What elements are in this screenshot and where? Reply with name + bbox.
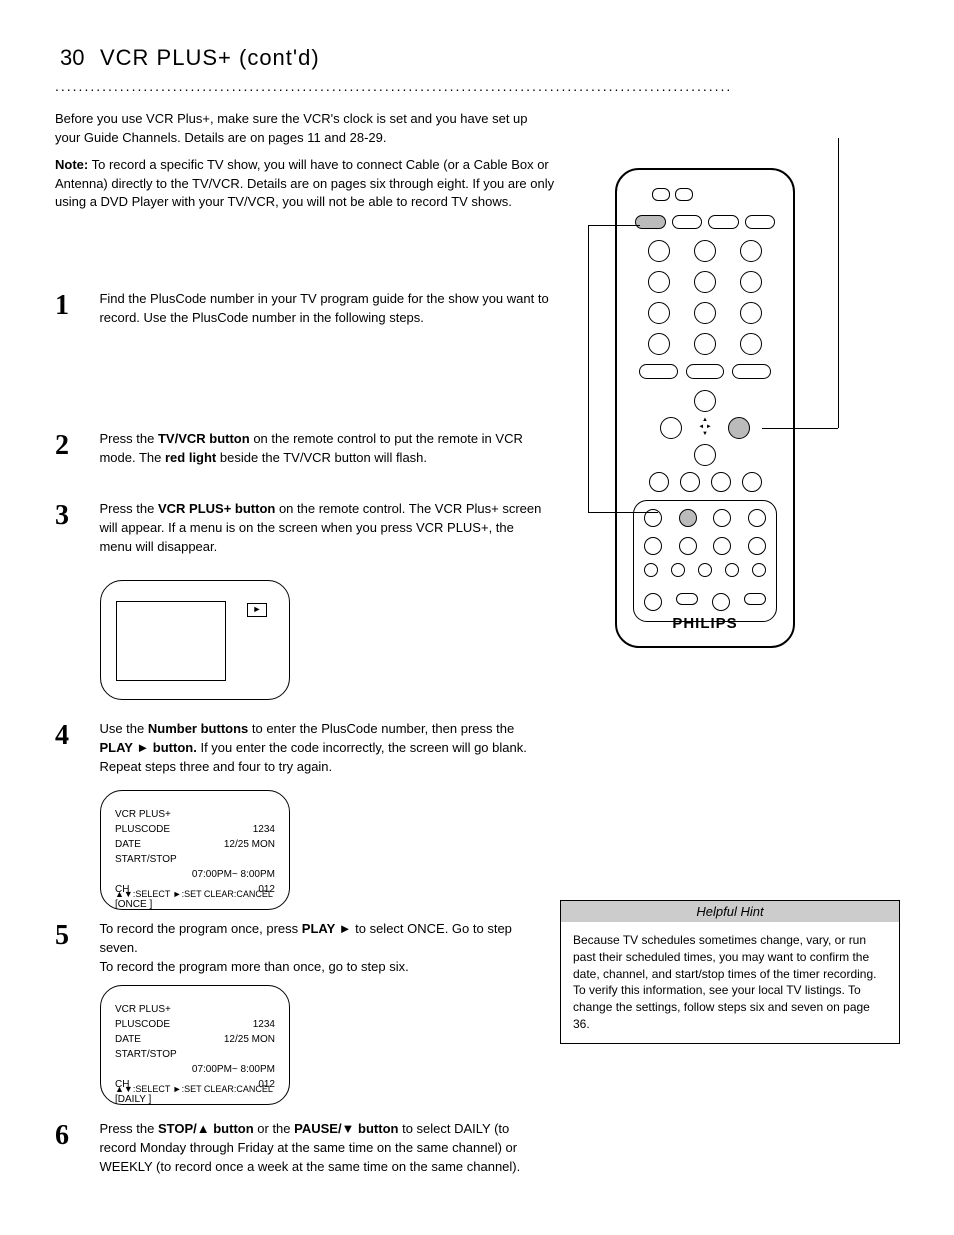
panel-oval bbox=[744, 593, 766, 605]
step-num-5: 5 bbox=[55, 920, 95, 952]
mode-oval bbox=[672, 215, 703, 229]
intro-p1: Before you use VCR Plus+, make sure the … bbox=[55, 110, 555, 148]
num-button bbox=[740, 271, 762, 293]
num-button bbox=[740, 240, 762, 262]
panel-button bbox=[748, 509, 766, 527]
mode-oval bbox=[708, 215, 739, 229]
screen-inner-box bbox=[116, 601, 226, 681]
page-number: 30 bbox=[60, 45, 84, 71]
panel-button bbox=[671, 563, 685, 577]
step-body-2: Press the TV/VCR button on the remote co… bbox=[99, 430, 549, 468]
num-button bbox=[694, 333, 716, 355]
screen-daily: VCR PLUS+ PLUSCODE1234 DATE12/25 MON STA… bbox=[100, 985, 290, 1105]
step-6: 6 Press the STOP/▲ button or the PAUSE/▼… bbox=[55, 1120, 555, 1177]
row-below-dpad bbox=[643, 472, 767, 492]
oval-button bbox=[732, 364, 771, 379]
leader-line bbox=[762, 428, 838, 429]
step-num-2: 2 bbox=[55, 430, 95, 462]
panel-button bbox=[752, 563, 766, 577]
oval-button bbox=[686, 364, 725, 379]
panel-button bbox=[698, 563, 712, 577]
num-button bbox=[648, 240, 670, 262]
num-button bbox=[694, 240, 716, 262]
small-button bbox=[742, 472, 762, 492]
step-5: 5 To record the program once, press PLAY… bbox=[55, 920, 555, 977]
step-body-1: Find the PlusCode number in your TV prog… bbox=[99, 290, 549, 328]
number-pad bbox=[645, 240, 765, 355]
vcrplus-button bbox=[679, 509, 697, 527]
panel-button bbox=[644, 537, 662, 555]
separator-dots: ........................................… bbox=[55, 78, 899, 94]
lower-panel bbox=[633, 500, 777, 622]
panel-button bbox=[725, 563, 739, 577]
leader-line bbox=[588, 225, 640, 226]
intro-text: Before you use VCR Plus+, make sure the … bbox=[55, 110, 555, 220]
leader-line bbox=[588, 225, 589, 512]
panel-oval bbox=[676, 593, 698, 605]
num-button bbox=[740, 333, 762, 355]
step-1: 1 Find the PlusCode number in your TV pr… bbox=[55, 290, 555, 328]
small-button bbox=[680, 472, 700, 492]
dpad-left-icon bbox=[660, 417, 682, 439]
small-button bbox=[711, 472, 731, 492]
step-body-4: Use the Number buttons to enter the Plus… bbox=[99, 720, 549, 777]
num-button bbox=[740, 302, 762, 324]
dpad-up-icon bbox=[694, 390, 716, 412]
step-num-1: 1 bbox=[55, 290, 95, 322]
small-button bbox=[649, 472, 669, 492]
page-title: VCR PLUS+ (cont'd) bbox=[100, 45, 320, 71]
scr-title-c: VCR PLUS+ bbox=[115, 1002, 275, 1017]
tip-body: Because TV schedules sometimes change, v… bbox=[561, 922, 899, 1043]
leader-line bbox=[588, 512, 658, 513]
oval-button bbox=[639, 364, 678, 379]
panel-button bbox=[713, 537, 731, 555]
mode-oval bbox=[745, 215, 776, 229]
step-body-3: Press the VCR PLUS+ button on the remote… bbox=[99, 500, 549, 557]
step-num-3: 3 bbox=[55, 500, 95, 532]
panel-button bbox=[644, 593, 662, 611]
scr-bottom: ▲▼:SELECT ►:SET CLEAR:CANCEL bbox=[115, 889, 275, 899]
step-num-6: 6 bbox=[55, 1120, 95, 1152]
panel-button bbox=[748, 537, 766, 555]
step-3: 3 Press the VCR PLUS+ button on the remo… bbox=[55, 500, 555, 557]
screen-vcrplus-entry: ► bbox=[100, 580, 290, 700]
step-4: 4 Use the Number buttons to enter the Pl… bbox=[55, 720, 555, 777]
step-body-6: Press the STOP/▲ button or the PAUSE/▼ b… bbox=[99, 1120, 549, 1177]
intro-note: Note: To record a specific TV show, you … bbox=[55, 156, 555, 213]
scr-title: VCR PLUS+ bbox=[115, 807, 275, 822]
panel-button bbox=[713, 509, 731, 527]
dpad-center-icon: ▲◄ ►▼ bbox=[694, 417, 716, 439]
num-button bbox=[694, 271, 716, 293]
eject2-button-icon bbox=[675, 188, 693, 201]
leader-line bbox=[838, 138, 839, 428]
dpad: ▲◄ ►▼ bbox=[660, 390, 750, 466]
num-button bbox=[694, 302, 716, 324]
tip-header: Helpful Hint bbox=[561, 901, 899, 922]
dpad-down-icon bbox=[694, 444, 716, 466]
scr-bottom-c: ▲▼:SELECT ►:SET CLEAR:CANCEL bbox=[115, 1084, 275, 1094]
num-button bbox=[648, 302, 670, 324]
remote-control: ▲◄ ►▼ PHILIPS bbox=[615, 168, 795, 648]
screen-play-icon: ► bbox=[247, 603, 267, 617]
helpful-hint-box: Helpful Hint Because TV schedules someti… bbox=[560, 900, 900, 1044]
panel-button bbox=[644, 563, 658, 577]
eject-button-icon bbox=[652, 188, 670, 201]
screen-once: VCR PLUS+ PLUSCODE1234 DATE12/25 MON STA… bbox=[100, 790, 290, 910]
num-button bbox=[648, 271, 670, 293]
step-body-5: To record the program once, press PLAY ►… bbox=[99, 920, 549, 977]
brand-label: PHILIPS bbox=[617, 615, 793, 632]
num-button bbox=[648, 333, 670, 355]
tvvcr-button bbox=[635, 215, 666, 229]
dpad-right-play-icon bbox=[728, 417, 750, 439]
step-num-4: 4 bbox=[55, 720, 95, 752]
panel-button bbox=[679, 537, 697, 555]
mode-buttons-row bbox=[635, 215, 775, 229]
step-2: 2 Press the TV/VCR button on the remote … bbox=[55, 430, 555, 468]
power-button-icon bbox=[617, 170, 633, 186]
panel-button bbox=[712, 593, 730, 611]
oval-row-2 bbox=[639, 364, 771, 379]
